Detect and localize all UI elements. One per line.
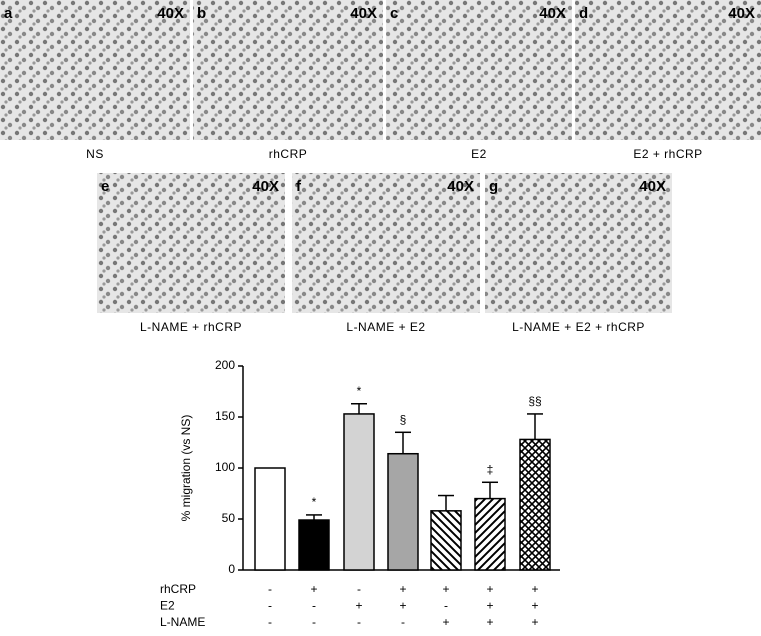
treatment-sign: + — [531, 599, 538, 613]
y-tick-label: 100 — [215, 460, 235, 474]
treatment-sign: - — [444, 599, 448, 613]
treatment-sign: + — [486, 582, 493, 596]
magnification: 40X — [728, 5, 755, 22]
micrograph — [97, 173, 285, 313]
treatment-sign: - — [312, 615, 316, 629]
micrograph — [292, 173, 480, 313]
y-tick-label: 0 — [228, 562, 235, 576]
magnification: 40X — [639, 178, 666, 195]
magnification: 40X — [350, 5, 377, 22]
treatment-sign: + — [531, 615, 538, 629]
magnification: 40X — [447, 178, 474, 195]
bar — [519, 438, 551, 571]
bar — [298, 519, 330, 571]
treatment-sign: + — [486, 615, 493, 629]
micrograph — [575, 0, 761, 140]
panel-letter: g — [489, 178, 498, 195]
treatment-sign: + — [399, 582, 406, 596]
micrograph — [193, 0, 383, 140]
treatment-sign: + — [442, 615, 449, 629]
panel-letter: c — [390, 5, 398, 22]
treatment-name: L-NAME — [160, 615, 205, 629]
significance: § — [400, 412, 407, 426]
panel-label: E2 + rhCRP — [633, 147, 702, 161]
panel-letter: d — [579, 5, 588, 22]
micrograph — [485, 173, 672, 313]
panel-label: rhCRP — [269, 147, 308, 161]
treatment-sign: - — [268, 615, 272, 629]
panel-label: E2 — [471, 147, 487, 161]
y-tick-label: 50 — [222, 511, 236, 525]
panel-label: NS — [86, 147, 104, 161]
treatment-sign: + — [355, 599, 362, 613]
magnification: 40X — [157, 5, 184, 22]
treatment-sign: - — [312, 599, 316, 613]
significance: * — [312, 495, 317, 509]
y-axis-label: % migration (vs NS) — [179, 415, 193, 522]
panel-letter: f — [296, 178, 302, 195]
panel-letter: b — [197, 5, 206, 22]
treatment-sign: + — [442, 582, 449, 596]
bar — [474, 497, 506, 571]
bar — [254, 467, 286, 571]
y-tick-label: 150 — [215, 409, 235, 423]
treatment-sign: + — [531, 582, 538, 596]
treatment-sign: + — [399, 599, 406, 613]
significance: * — [357, 384, 362, 398]
treatment-sign: - — [268, 599, 272, 613]
panel-label: L-NAME + rhCRP — [140, 320, 242, 334]
treatment-sign: + — [486, 599, 493, 613]
treatment-sign: + — [310, 582, 317, 596]
bar — [430, 510, 462, 571]
treatment-sign: - — [268, 582, 272, 596]
micrograph — [386, 0, 572, 140]
panel-letter: a — [4, 5, 13, 22]
panel-label: L-NAME + E2 — [346, 320, 425, 334]
treatment-name: rhCRP — [160, 582, 196, 596]
bar — [343, 413, 375, 571]
panel-label: L-NAME + E2 + rhCRP — [512, 320, 645, 334]
y-tick-label: 200 — [215, 358, 235, 372]
magnification: 40X — [252, 178, 279, 195]
significance: §§ — [528, 394, 541, 408]
significance: ‡ — [487, 462, 494, 476]
micrograph — [0, 0, 190, 140]
panel-letter: e — [101, 178, 109, 195]
treatment-sign: - — [357, 615, 361, 629]
bar — [387, 452, 419, 571]
treatment-name: E2 — [160, 599, 175, 613]
treatment-sign: - — [401, 615, 405, 629]
treatment-sign: - — [357, 582, 361, 596]
magnification: 40X — [539, 5, 566, 22]
